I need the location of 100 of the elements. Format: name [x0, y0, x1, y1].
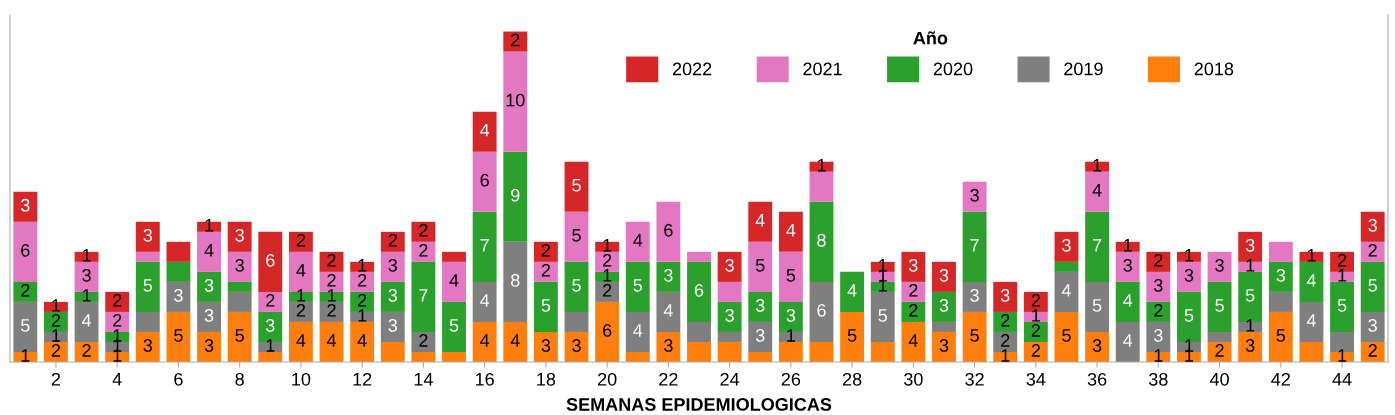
data-label: 2	[21, 283, 30, 297]
data-label: 5	[1245, 289, 1255, 302]
data-label: 7	[970, 239, 979, 252]
x-tick-label: 26	[781, 372, 801, 386]
bar	[472, 281, 497, 322]
bar	[288, 231, 313, 252]
bar	[1238, 261, 1263, 272]
bar	[993, 281, 1018, 312]
x-tick-label: 8	[235, 372, 244, 386]
data-label: 3	[174, 288, 183, 302]
data-label: 5	[449, 319, 459, 332]
x-tick-label: 40	[1209, 372, 1229, 386]
bar	[350, 261, 375, 272]
data-label: 3	[204, 339, 214, 352]
bar	[1299, 301, 1324, 342]
bar	[717, 281, 742, 302]
bar	[411, 331, 436, 352]
data-label: 2	[909, 303, 918, 317]
bar	[197, 301, 221, 332]
bar	[411, 261, 436, 332]
data-label: 5	[1368, 279, 1377, 292]
data-label: 2	[327, 303, 336, 317]
bar	[472, 321, 497, 362]
data-label: 4	[1123, 294, 1133, 307]
bar	[687, 261, 711, 322]
data-label: 3	[143, 339, 153, 352]
bar	[778, 251, 803, 302]
data-label: 1	[1338, 269, 1347, 282]
bar	[1146, 251, 1171, 272]
bar	[564, 261, 589, 312]
legend-label: 2019	[1064, 62, 1103, 76]
bar	[166, 281, 191, 312]
data-label: 2	[266, 293, 275, 307]
bar	[166, 241, 191, 262]
data-label: 5	[1276, 329, 1286, 342]
x-tick-label: 34	[1026, 372, 1046, 386]
data-label: 5	[572, 279, 581, 292]
bar	[962, 211, 987, 282]
x-tick-label: 38	[1148, 372, 1168, 386]
bar	[1054, 271, 1079, 312]
data-label: 1	[1154, 349, 1163, 362]
data-label: 5	[1184, 309, 1194, 322]
data-label: 1	[1185, 249, 1194, 262]
bar	[288, 321, 313, 362]
bar	[135, 331, 160, 362]
data-label: 1	[21, 349, 30, 362]
data-label: 2	[1001, 314, 1010, 327]
bar	[1238, 321, 1263, 332]
bar	[901, 301, 926, 322]
data-label: 5	[572, 178, 581, 192]
bar	[748, 351, 773, 362]
x-tick-label: 14	[414, 373, 433, 386]
bar	[227, 281, 252, 292]
bar	[227, 311, 252, 362]
data-label: 4	[1092, 184, 1102, 197]
data-label: 4	[326, 334, 337, 347]
bar	[197, 231, 221, 272]
data-label: 3	[1154, 329, 1163, 342]
data-label: 4	[204, 244, 214, 257]
bar	[13, 191, 38, 222]
bar	[533, 241, 558, 262]
data-label: 5	[235, 329, 244, 342]
data-label: 3	[204, 278, 214, 292]
bar	[258, 351, 283, 362]
bar	[962, 281, 987, 312]
data-label: 2	[419, 223, 428, 237]
bar	[717, 341, 742, 362]
bar	[411, 351, 436, 362]
data-label: 2	[113, 293, 122, 307]
bar	[197, 331, 221, 362]
bar	[1115, 321, 1140, 362]
data-label: 3	[939, 268, 949, 282]
bar	[227, 251, 252, 282]
bar	[809, 341, 834, 362]
bar	[472, 151, 497, 212]
data-label: 1	[817, 158, 826, 172]
data-label: 5	[1215, 299, 1224, 312]
data-label: 4	[1306, 274, 1316, 287]
bar	[13, 221, 38, 282]
bar	[595, 301, 620, 362]
bar	[1085, 281, 1110, 332]
bar	[258, 341, 283, 352]
bar	[442, 301, 466, 352]
data-label: 1	[297, 289, 306, 302]
data-label: 1	[82, 289, 91, 302]
data-label: 3	[725, 309, 734, 322]
bar	[442, 261, 466, 302]
data-label: 1	[358, 309, 367, 322]
data-label: 3	[20, 198, 30, 212]
data-label: 2	[358, 273, 367, 287]
data-label: 3	[1062, 238, 1071, 252]
x-tick-label: 36	[1087, 372, 1107, 386]
data-label: 3	[1245, 238, 1255, 252]
bar	[962, 311, 987, 362]
bar	[748, 201, 773, 242]
data-label: 8	[511, 273, 520, 287]
data-label: 5	[572, 229, 581, 242]
data-label: 5	[1337, 299, 1347, 312]
data-label: 3	[143, 228, 153, 242]
bar	[564, 161, 589, 212]
